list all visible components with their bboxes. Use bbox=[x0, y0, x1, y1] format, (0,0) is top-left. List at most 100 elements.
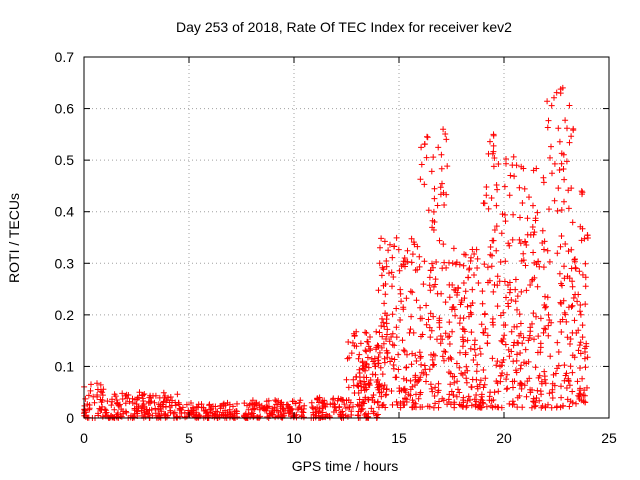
data-point bbox=[450, 245, 457, 252]
data-point bbox=[502, 341, 509, 348]
data-point bbox=[457, 301, 464, 308]
data-point bbox=[549, 170, 555, 177]
data-point bbox=[548, 319, 555, 326]
data-point bbox=[551, 382, 558, 389]
data-point bbox=[361, 378, 368, 385]
data-point bbox=[467, 309, 474, 316]
data-point bbox=[440, 126, 447, 133]
data-point bbox=[377, 364, 384, 371]
data-point bbox=[565, 187, 572, 194]
data-point bbox=[373, 328, 380, 335]
data-point bbox=[481, 200, 488, 207]
data-point bbox=[548, 404, 555, 411]
data-point bbox=[275, 412, 282, 419]
data-point bbox=[541, 368, 548, 375]
data-point bbox=[474, 255, 481, 262]
data-point bbox=[363, 330, 370, 336]
data-point bbox=[430, 227, 437, 233]
data-point bbox=[545, 311, 552, 318]
data-point bbox=[499, 338, 506, 345]
data-point bbox=[541, 246, 547, 253]
data-point bbox=[404, 247, 411, 254]
data-point bbox=[561, 275, 568, 282]
data-point bbox=[387, 358, 394, 365]
data-point bbox=[459, 343, 466, 350]
data-point bbox=[461, 295, 468, 302]
data-point bbox=[86, 402, 93, 408]
data-point bbox=[367, 334, 373, 340]
data-point bbox=[332, 404, 339, 411]
data-point bbox=[416, 253, 423, 260]
data-point bbox=[95, 410, 101, 417]
data-point bbox=[571, 317, 578, 324]
data-point bbox=[432, 400, 439, 407]
data-point bbox=[500, 336, 507, 342]
data-point bbox=[348, 350, 355, 357]
data-point bbox=[337, 413, 344, 420]
data-point bbox=[208, 406, 214, 413]
data-point bbox=[382, 392, 389, 399]
data-point bbox=[554, 365, 561, 372]
data-point bbox=[354, 401, 361, 408]
data-point bbox=[100, 386, 107, 393]
data-point bbox=[401, 387, 408, 394]
data-point bbox=[87, 387, 94, 394]
data-point bbox=[501, 278, 508, 285]
data-point bbox=[157, 403, 164, 410]
data-point bbox=[555, 185, 562, 192]
data-point bbox=[512, 286, 519, 293]
data-point bbox=[563, 318, 570, 325]
data-point bbox=[442, 330, 449, 337]
data-point bbox=[382, 310, 389, 317]
data-point bbox=[463, 375, 470, 382]
data-point bbox=[566, 102, 573, 109]
data-point bbox=[350, 403, 356, 410]
data-point bbox=[469, 300, 476, 306]
data-point bbox=[407, 377, 414, 384]
data-point bbox=[510, 211, 517, 218]
data-point bbox=[527, 389, 534, 396]
data-point bbox=[198, 401, 205, 408]
data-point bbox=[499, 359, 506, 366]
data-point bbox=[573, 400, 579, 407]
data-point bbox=[217, 405, 224, 412]
data-point bbox=[379, 382, 385, 389]
data-point bbox=[425, 316, 432, 323]
data-point bbox=[463, 404, 470, 411]
data-point bbox=[532, 364, 539, 371]
data-point bbox=[382, 281, 389, 287]
data-point bbox=[432, 352, 438, 359]
data-point bbox=[550, 371, 557, 378]
data-point bbox=[395, 246, 402, 253]
data-point bbox=[94, 380, 100, 387]
data-point bbox=[226, 401, 233, 408]
data-point bbox=[492, 403, 499, 410]
data-point bbox=[504, 371, 510, 378]
data-point bbox=[538, 391, 545, 398]
data-point bbox=[381, 238, 388, 245]
data-point bbox=[468, 329, 475, 336]
data-point bbox=[463, 363, 470, 370]
data-point bbox=[430, 208, 437, 215]
data-point bbox=[363, 374, 370, 381]
data-point bbox=[119, 396, 126, 402]
data-point bbox=[567, 398, 574, 405]
data-point bbox=[206, 401, 213, 408]
data-point bbox=[520, 165, 527, 172]
data-point bbox=[558, 207, 565, 213]
data-point bbox=[539, 240, 546, 246]
data-point bbox=[490, 131, 497, 138]
data-point bbox=[300, 409, 307, 416]
data-point bbox=[576, 342, 583, 349]
data-point bbox=[301, 402, 308, 409]
data-point bbox=[577, 385, 584, 392]
data-point bbox=[562, 372, 569, 379]
data-point bbox=[463, 402, 470, 409]
data-point bbox=[482, 310, 488, 317]
data-point bbox=[432, 384, 439, 391]
data-point bbox=[582, 260, 589, 267]
data-point bbox=[357, 408, 364, 415]
data-point bbox=[409, 350, 416, 357]
data-point bbox=[378, 272, 385, 279]
data-point bbox=[449, 328, 456, 335]
